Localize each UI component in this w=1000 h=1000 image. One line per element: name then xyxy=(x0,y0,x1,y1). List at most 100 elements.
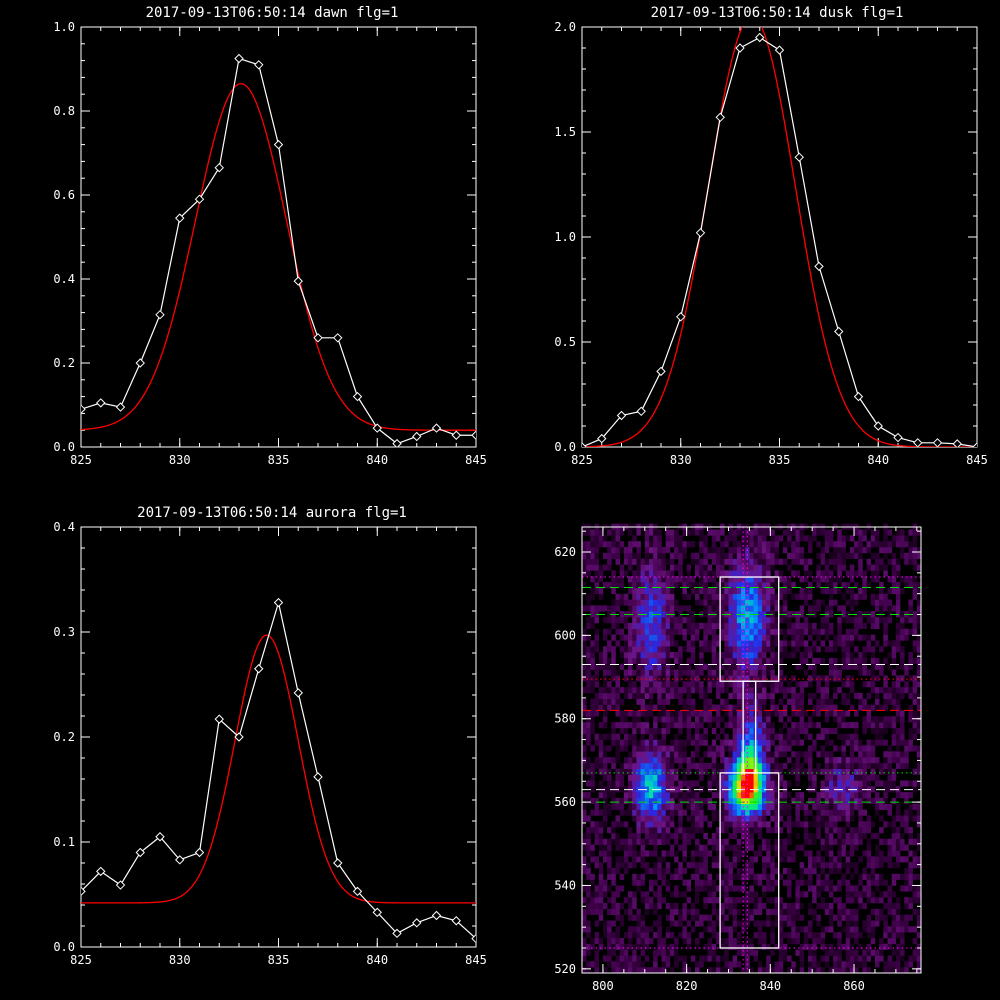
heatmap-cell xyxy=(766,722,771,729)
heatmap-cell xyxy=(803,850,809,857)
heatmap-cell xyxy=(636,552,641,559)
heatmap-cell xyxy=(715,856,721,863)
heatmap-cell xyxy=(611,722,616,729)
heatmap-cell xyxy=(648,547,654,554)
heatmap-cell xyxy=(870,745,876,752)
heatmap-cell xyxy=(674,827,679,834)
heatmap-cell xyxy=(808,605,813,612)
heatmap-cell xyxy=(682,879,687,886)
heatmap-cell xyxy=(657,797,662,805)
heatmap-cell xyxy=(628,587,633,594)
heatmap-cell xyxy=(778,856,784,863)
heatmap-cell xyxy=(615,640,620,647)
heatmap-cell xyxy=(728,862,733,869)
heatmap-cell xyxy=(657,832,662,840)
heatmap-cell xyxy=(628,897,633,904)
heatmap-cell xyxy=(908,657,913,665)
heatmap-cell xyxy=(845,774,851,781)
heatmap-cell xyxy=(799,558,805,565)
heatmap-cell xyxy=(866,827,872,834)
heatmap-cell xyxy=(791,652,796,659)
heatmap-cell xyxy=(745,832,750,840)
heatmap-cell xyxy=(749,908,754,915)
heatmap-cell xyxy=(782,605,788,612)
heatmap-cell xyxy=(590,640,595,647)
heatmap-cell xyxy=(711,751,717,758)
data-point-marker xyxy=(155,832,165,842)
heatmap-cell xyxy=(782,867,788,875)
heatmap-cell xyxy=(711,809,717,816)
heatmap-cell xyxy=(912,780,918,787)
heatmap-cell xyxy=(602,920,608,927)
heatmap-cell xyxy=(741,949,746,956)
heatmap-cell xyxy=(824,617,830,624)
heatmap-cell xyxy=(858,698,863,705)
heatmap-cell xyxy=(586,727,591,735)
heatmap-cell xyxy=(862,657,867,665)
data-point-marker xyxy=(313,772,323,782)
heatmap-cell xyxy=(820,792,826,799)
heatmap-cell xyxy=(808,646,813,653)
heatmap-cell xyxy=(644,727,650,735)
heatmap-cell xyxy=(690,733,696,740)
heatmap-cell xyxy=(674,710,679,717)
y-tick-label: 0.5 xyxy=(554,335,576,349)
heatmap-cell xyxy=(916,675,922,682)
heatmap-cell xyxy=(611,704,616,711)
heatmap-cell xyxy=(678,582,683,589)
heatmap-cell xyxy=(799,547,805,554)
heatmap-cell xyxy=(636,873,641,880)
heatmap-cell xyxy=(611,780,616,787)
heatmap-cell xyxy=(774,914,780,921)
heatmap-cell xyxy=(895,762,901,770)
heatmap-cell xyxy=(749,698,754,705)
heatmap-cell xyxy=(749,582,754,589)
heatmap-cell xyxy=(858,762,863,770)
heatmap-cell xyxy=(849,815,855,822)
heatmap-cell xyxy=(916,745,922,752)
heatmap-cell xyxy=(678,716,683,723)
heatmap-cell xyxy=(674,955,679,962)
heatmap-cell xyxy=(674,757,679,764)
heatmap-cell xyxy=(653,687,658,694)
heatmap-cell xyxy=(757,786,763,793)
heatmap-cell xyxy=(724,885,729,892)
heatmap-cell xyxy=(636,797,641,805)
heatmap-cell xyxy=(623,634,629,641)
heatmap-cell xyxy=(720,558,725,565)
heatmap-cell xyxy=(586,652,591,659)
heatmap-cell xyxy=(648,652,654,659)
heatmap-cell xyxy=(816,768,821,775)
heatmap-cell xyxy=(657,751,662,758)
heatmap-cell xyxy=(611,663,616,670)
heatmap-cell xyxy=(728,803,733,810)
heatmap-cell xyxy=(833,716,838,723)
heatmap-cell xyxy=(841,780,846,787)
heatmap-cell xyxy=(749,617,754,624)
heatmap-cell xyxy=(690,902,696,910)
heatmap-cell xyxy=(841,634,846,641)
heatmap-cell xyxy=(900,739,905,746)
heatmap-cell xyxy=(812,961,817,968)
heatmap-cell xyxy=(619,529,625,536)
heatmap-cell xyxy=(887,943,893,950)
heatmap-cell xyxy=(724,576,729,583)
heatmap-cell xyxy=(669,914,675,921)
heatmap-cell xyxy=(833,961,838,968)
heatmap-cell xyxy=(766,552,771,559)
heatmap-cell xyxy=(799,955,805,962)
heatmap-cell xyxy=(849,955,855,962)
heatmap-cell xyxy=(632,669,637,676)
heatmap-cell xyxy=(845,535,851,542)
heatmap-cell xyxy=(623,622,629,630)
heatmap-cell xyxy=(715,792,721,799)
heatmap-cell xyxy=(887,745,893,752)
heatmap-cell xyxy=(724,844,729,851)
heatmap-cell xyxy=(615,891,620,898)
heatmap-cell xyxy=(787,815,792,822)
heatmap-cell xyxy=(849,914,855,921)
heatmap-cell xyxy=(690,955,696,962)
heatmap-cell xyxy=(845,937,851,945)
heatmap-cell xyxy=(678,932,683,939)
heatmap-cell xyxy=(757,611,763,618)
